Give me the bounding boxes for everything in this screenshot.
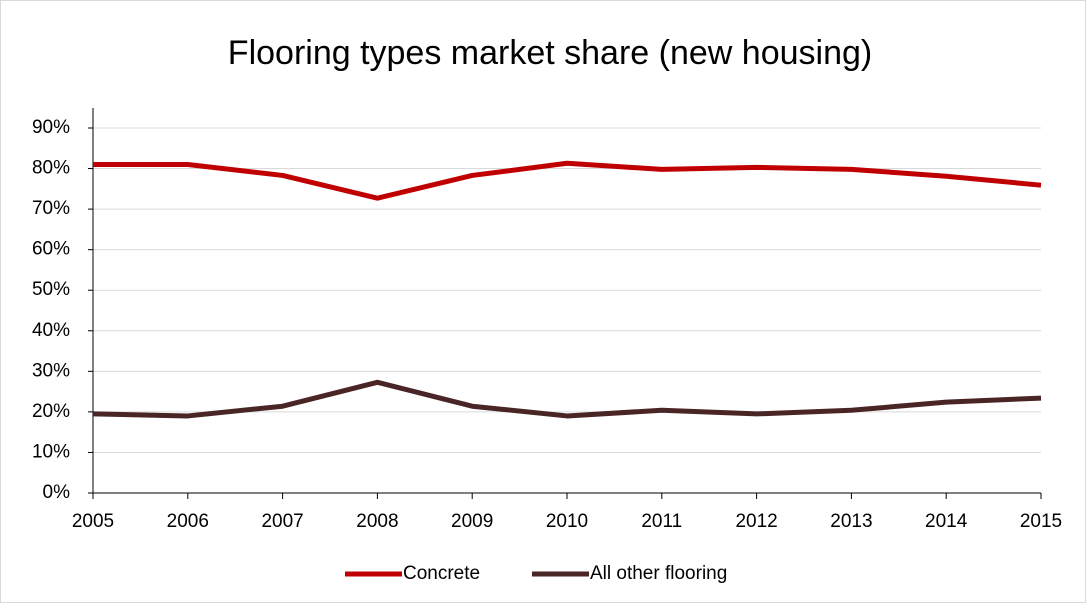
- y-tick-label: 20%: [32, 401, 70, 422]
- x-tick-label: 2013: [830, 511, 872, 532]
- x-tick-label: 2009: [451, 511, 493, 532]
- y-tick-label: 0%: [43, 482, 71, 503]
- x-tick-label: 2010: [546, 511, 588, 532]
- y-tick-label: 80%: [32, 158, 70, 179]
- y-tick-label: 30%: [32, 360, 70, 381]
- x-tick-label: 2006: [167, 511, 209, 532]
- y-tick-label: 70%: [32, 198, 70, 219]
- y-tick-label: 40%: [32, 320, 70, 341]
- y-tick-label: 90%: [32, 117, 70, 138]
- x-tick-label: 2015: [1020, 511, 1062, 532]
- y-tick-label: 60%: [32, 239, 70, 260]
- x-tick-label: 2012: [735, 511, 777, 532]
- y-tick-label: 10%: [32, 441, 70, 462]
- legend-label: All other flooring: [590, 563, 727, 584]
- y-tick-label: 50%: [32, 279, 70, 300]
- series-line: [93, 160, 1042, 201]
- x-tick-label: 2011: [641, 511, 682, 532]
- x-tick-label: 2008: [356, 511, 398, 532]
- x-tick-label: 2014: [925, 511, 968, 532]
- x-tick-label: 2005: [72, 511, 114, 532]
- legend-label: Concrete: [403, 563, 480, 584]
- series-line: [92, 379, 1042, 419]
- chart-title: Flooring types market share (new housing…: [228, 34, 872, 72]
- x-tick-label: 2007: [261, 511, 303, 532]
